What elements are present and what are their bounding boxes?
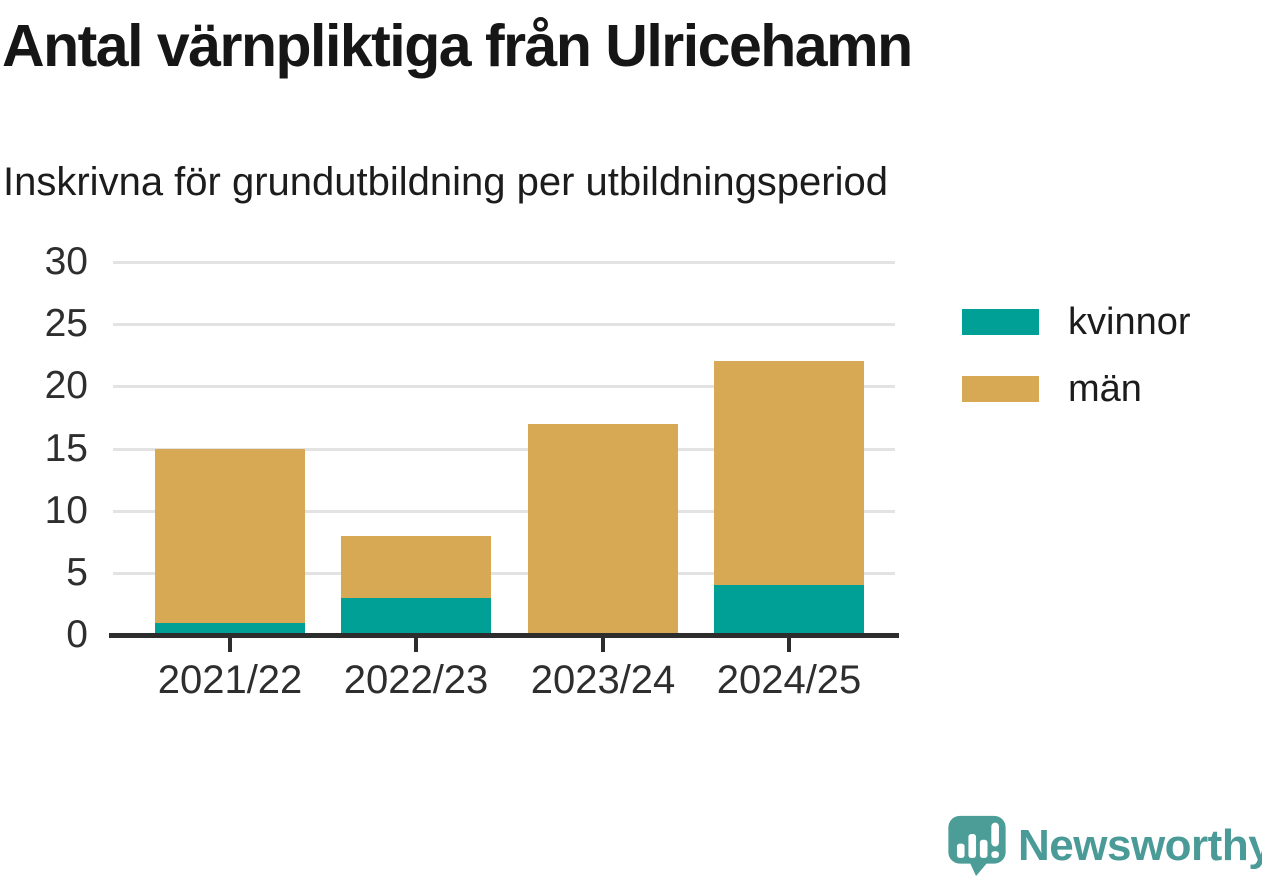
- x-tick-label-2021-22: 2021/22: [157, 658, 303, 702]
- gridline-20: [113, 385, 895, 389]
- y-tick-label-0: 0: [66, 613, 88, 656]
- legend-swatch-kvinnor: [962, 309, 1039, 335]
- bar-2024-25-kvinnor: [714, 585, 864, 635]
- x-axis-line: [109, 633, 899, 638]
- y-tick-label-20: 20: [44, 364, 88, 408]
- chart-subtitle: Inskrivna för grundutbildning per utbild…: [3, 160, 888, 204]
- y-tick-label-15: 15: [44, 426, 88, 470]
- x-tick-label-2022-23: 2022/23: [343, 658, 489, 702]
- gridline-10: [113, 509, 895, 513]
- chart-title: Antal värnpliktiga från Ulricehamn: [2, 13, 913, 79]
- legend: kvinnor män: [962, 303, 1191, 437]
- legend-label-man: män: [1068, 368, 1142, 410]
- legend-swatch-man: [962, 376, 1039, 402]
- x-tick-mark-2022-23: [414, 638, 418, 652]
- gridline-25: [113, 323, 895, 327]
- newsworthy-logo-text: Newsworthy: [1018, 820, 1262, 870]
- newsworthy-logo: Newsworthy: [946, 814, 1262, 877]
- y-tick-label-30: 30: [44, 240, 88, 283]
- bar-2021-22-män: [155, 448, 305, 623]
- legend-item-kvinnor: kvinnor: [962, 303, 1191, 341]
- legend-item-man: män: [962, 370, 1191, 408]
- y-tick-label-10: 10: [44, 488, 88, 532]
- x-tick-label-2023-24: 2023/24: [530, 658, 676, 702]
- gridline-5: [113, 571, 895, 575]
- x-tick-mark-2023-24: [601, 638, 605, 652]
- bar-2021-22-kvinnor: [155, 622, 305, 635]
- y-tick-label-5: 5: [66, 550, 88, 594]
- bar-2023-24-män: [528, 423, 678, 635]
- bar-2022-23-män: [341, 535, 491, 598]
- gridline-15: [113, 447, 895, 451]
- y-tick-label-25: 25: [44, 302, 88, 346]
- bar-2022-23-kvinnor: [341, 597, 491, 635]
- x-tick-label-2024-25: 2024/25: [716, 658, 862, 702]
- plot-area: [113, 261, 895, 635]
- gridline-30: [113, 261, 895, 264]
- bar-2024-25-män: [714, 361, 864, 586]
- newsworthy-logo-icon: [948, 815, 1006, 877]
- x-tick-mark-2021-22: [228, 638, 232, 652]
- x-tick-mark-2024-25: [787, 638, 791, 652]
- legend-label-kvinnor: kvinnor: [1068, 301, 1191, 343]
